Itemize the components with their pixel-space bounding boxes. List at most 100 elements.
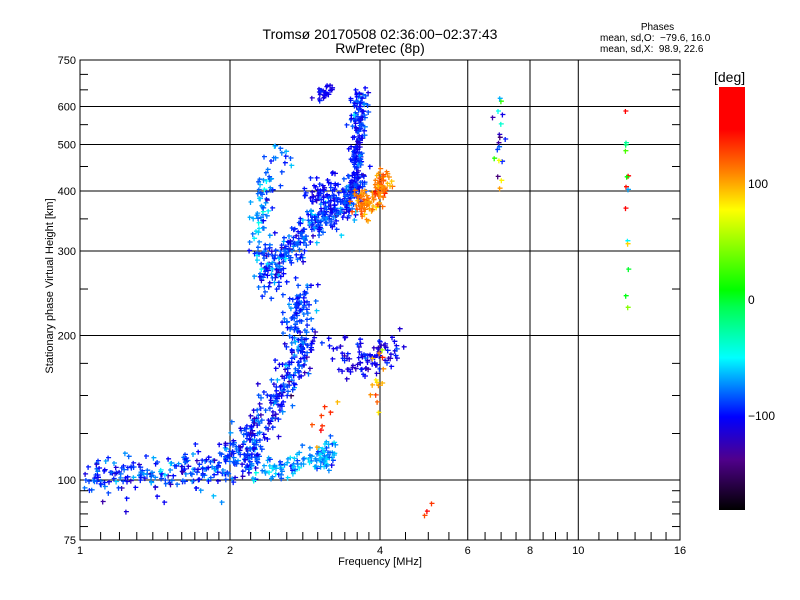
data-point — [364, 217, 370, 223]
data-point — [317, 227, 322, 233]
data-point — [261, 218, 267, 224]
data-point — [258, 406, 264, 412]
data-point — [273, 248, 279, 254]
data-point — [294, 233, 300, 239]
phase-stats-title: Phases — [640, 22, 675, 33]
data-point — [186, 464, 192, 470]
data-point — [262, 284, 268, 290]
data-point — [332, 221, 338, 227]
data-point — [317, 97, 323, 102]
data-point — [301, 362, 307, 368]
data-point — [289, 348, 295, 354]
data-point — [278, 249, 284, 255]
data-point — [262, 187, 268, 193]
data-point — [380, 204, 386, 210]
data-point — [283, 363, 289, 369]
data-point — [149, 480, 155, 486]
data-point — [289, 356, 295, 362]
data-point — [301, 303, 307, 309]
data-point — [304, 243, 310, 249]
data-point — [244, 423, 250, 429]
data-point — [179, 464, 185, 470]
data-point — [277, 362, 283, 368]
data-point — [309, 218, 315, 223]
data-point — [256, 220, 262, 226]
data-point — [280, 362, 286, 368]
data-point — [352, 164, 358, 170]
data-point — [302, 370, 308, 376]
data-point — [305, 311, 311, 317]
data-point — [274, 267, 280, 273]
data-point — [280, 292, 286, 298]
data-point — [289, 393, 295, 399]
data-point — [256, 187, 262, 193]
data-point — [271, 382, 277, 388]
data-point — [193, 442, 199, 447]
data-point — [623, 148, 629, 154]
x-axis-label: Frequency [MHz] — [338, 556, 422, 568]
data-point — [262, 463, 267, 469]
data-point — [294, 241, 300, 247]
data-point — [275, 377, 281, 383]
data-point — [255, 191, 261, 197]
data-point — [273, 143, 279, 149]
data-point — [298, 255, 304, 261]
data-point — [359, 209, 365, 215]
data-point — [109, 470, 115, 476]
data-point — [283, 154, 289, 160]
data-point — [245, 436, 250, 442]
data-point — [307, 220, 313, 226]
data-point — [258, 444, 264, 450]
data-point — [247, 240, 253, 245]
data-point — [318, 455, 324, 461]
data-point — [320, 211, 326, 216]
data-point — [319, 340, 325, 346]
data-point — [291, 381, 297, 387]
data-point — [315, 282, 321, 288]
data-point — [194, 486, 200, 491]
data-point — [248, 200, 254, 205]
data-point — [288, 306, 294, 312]
data-point — [367, 164, 373, 170]
data-point — [219, 452, 225, 458]
data-point — [197, 477, 203, 483]
data-point — [113, 471, 119, 477]
data-point — [342, 201, 348, 207]
data-point — [220, 468, 226, 473]
data-point — [276, 434, 282, 440]
data-point — [162, 472, 168, 478]
data-point — [263, 170, 269, 176]
data-point — [313, 299, 319, 304]
data-point — [350, 209, 356, 215]
data-point — [319, 206, 324, 212]
data-point — [314, 240, 320, 246]
data-point — [297, 375, 303, 380]
data-point — [304, 234, 309, 240]
data-point — [311, 233, 316, 239]
data-point — [279, 243, 285, 249]
data-point — [295, 458, 301, 464]
data-point — [310, 222, 316, 227]
data-point — [498, 121, 504, 127]
data-point — [497, 96, 503, 102]
data-point — [334, 218, 340, 224]
data-point — [362, 188, 368, 194]
data-point — [204, 457, 210, 463]
data-point — [336, 190, 342, 196]
data-point — [298, 240, 304, 246]
data-point — [231, 442, 236, 448]
data-point — [297, 247, 303, 253]
data-point — [340, 215, 346, 221]
x-tick-label: 1 — [77, 545, 83, 557]
data-point — [385, 360, 390, 366]
data-point — [355, 342, 361, 348]
data-point — [255, 452, 261, 458]
data-point — [363, 374, 368, 379]
data-point — [321, 187, 327, 193]
data-point — [250, 231, 256, 237]
data-point — [375, 399, 381, 405]
data-point — [357, 118, 362, 124]
data-point — [289, 260, 295, 266]
data-point — [376, 171, 382, 177]
data-point — [166, 473, 172, 479]
